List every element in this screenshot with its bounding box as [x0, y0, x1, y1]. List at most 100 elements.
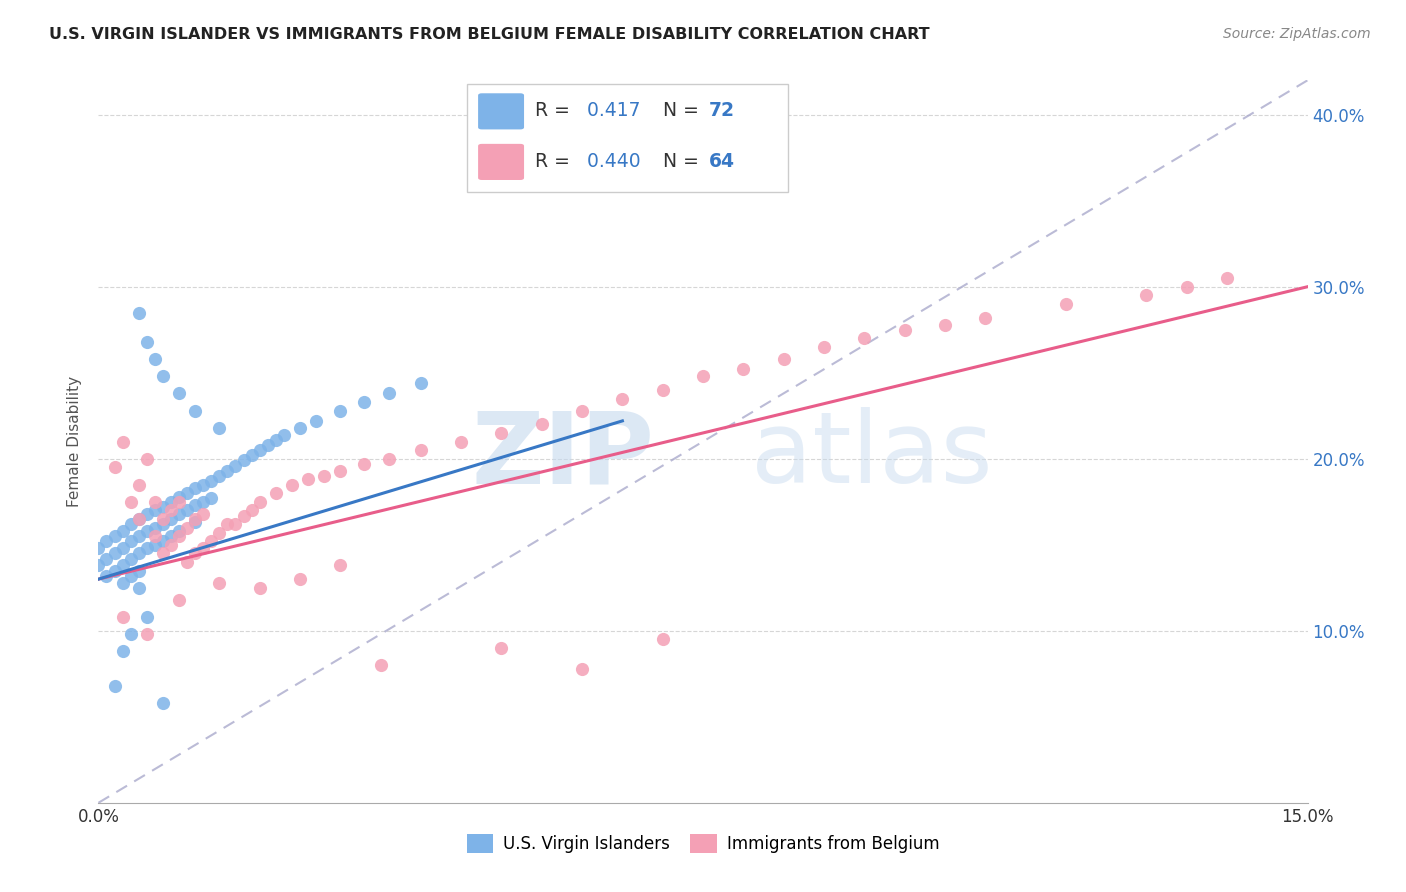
- Point: [813, 340, 835, 354]
- Point: [111, 610, 134, 624]
- Point: [135, 610, 157, 624]
- Point: [281, 477, 304, 491]
- Point: [128, 581, 150, 595]
- Point: [772, 351, 794, 366]
- Point: [128, 564, 150, 578]
- Point: [893, 323, 915, 337]
- Point: [224, 517, 246, 532]
- Point: [184, 481, 207, 495]
- FancyBboxPatch shape: [478, 94, 524, 129]
- Point: [329, 464, 352, 478]
- Point: [176, 520, 198, 534]
- Point: [135, 524, 157, 538]
- Point: [314, 469, 336, 483]
- Point: [120, 551, 142, 566]
- Point: [152, 546, 174, 560]
- Point: [135, 627, 157, 641]
- Point: [264, 486, 287, 500]
- Point: [120, 568, 142, 582]
- Point: [111, 524, 134, 538]
- Point: [329, 558, 352, 573]
- Point: [128, 529, 150, 543]
- Point: [143, 494, 166, 508]
- Point: [111, 575, 134, 590]
- Point: [103, 564, 125, 578]
- Point: [491, 425, 513, 440]
- Point: [176, 486, 198, 500]
- Point: [208, 525, 231, 540]
- Point: [232, 453, 254, 467]
- Point: [167, 529, 190, 543]
- Point: [208, 421, 231, 435]
- Point: [96, 534, 118, 549]
- Point: [152, 696, 174, 710]
- Legend: U.S. Virgin Islanders, Immigrants from Belgium: U.S. Virgin Islanders, Immigrants from B…: [460, 827, 946, 860]
- Point: [288, 572, 311, 586]
- Point: [370, 658, 392, 673]
- Point: [167, 386, 190, 401]
- Point: [249, 494, 271, 508]
- Point: [120, 534, 142, 549]
- Point: [305, 414, 328, 428]
- Point: [329, 403, 352, 417]
- Point: [160, 494, 183, 508]
- Point: [232, 508, 254, 523]
- Text: N =: N =: [651, 101, 704, 120]
- Point: [143, 503, 166, 517]
- Point: [128, 546, 150, 560]
- Point: [167, 592, 190, 607]
- Point: [193, 507, 215, 521]
- Point: [103, 546, 125, 560]
- Point: [167, 494, 190, 508]
- Point: [249, 581, 271, 595]
- Point: [200, 474, 222, 488]
- Point: [353, 457, 375, 471]
- Point: [184, 512, 207, 526]
- Point: [152, 500, 174, 514]
- Point: [87, 558, 110, 573]
- Point: [96, 568, 118, 582]
- Point: [120, 494, 142, 508]
- Point: [273, 427, 295, 442]
- Text: 0.440: 0.440: [581, 152, 641, 170]
- Point: [733, 362, 755, 376]
- Point: [176, 555, 198, 569]
- Text: 72: 72: [709, 101, 735, 120]
- Point: [240, 448, 263, 462]
- Point: [217, 464, 239, 478]
- Point: [167, 524, 190, 538]
- Point: [200, 534, 222, 549]
- Point: [193, 477, 215, 491]
- Point: [1175, 279, 1198, 293]
- Point: [208, 575, 231, 590]
- Point: [377, 386, 399, 401]
- Point: [160, 512, 183, 526]
- Point: [152, 369, 174, 384]
- Point: [120, 627, 142, 641]
- Point: [409, 443, 432, 458]
- Point: [249, 443, 271, 458]
- Point: [103, 460, 125, 475]
- Text: Source: ZipAtlas.com: Source: ZipAtlas.com: [1223, 27, 1371, 41]
- Point: [571, 403, 593, 417]
- Point: [152, 512, 174, 526]
- Text: R =: R =: [534, 152, 576, 170]
- Text: 64: 64: [709, 152, 735, 170]
- Point: [224, 458, 246, 473]
- Point: [111, 434, 134, 449]
- Point: [1216, 271, 1239, 285]
- Text: R =: R =: [534, 101, 576, 120]
- Point: [853, 331, 876, 345]
- Point: [111, 558, 134, 573]
- Point: [193, 494, 215, 508]
- Point: [143, 538, 166, 552]
- Point: [103, 529, 125, 543]
- Text: ZIP: ZIP: [472, 408, 655, 505]
- Point: [240, 503, 263, 517]
- Point: [128, 512, 150, 526]
- Point: [377, 451, 399, 466]
- Point: [193, 541, 215, 556]
- Point: [184, 516, 207, 530]
- Point: [612, 392, 634, 406]
- Point: [692, 369, 714, 384]
